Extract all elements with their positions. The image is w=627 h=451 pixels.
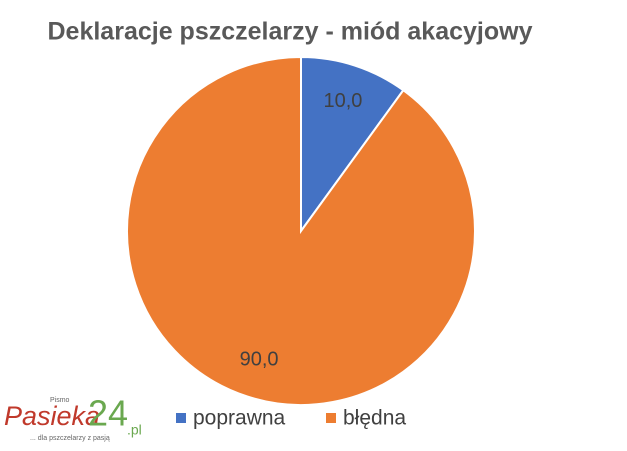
pie-slice bbox=[126, 55, 476, 406]
data-label: 90,0 bbox=[240, 348, 279, 370]
watermark-name: Pasieka bbox=[4, 401, 100, 431]
chart-title: Deklaracje pszczelarzy - miód akacyjowy bbox=[48, 18, 533, 46]
data-label: 10,0 bbox=[323, 90, 362, 112]
watermark-small: Pismo bbox=[50, 397, 70, 404]
watermark: Pismo Pasieka 24 .pl ... dla pszczelarzy… bbox=[4, 393, 142, 442]
legend-swatch bbox=[176, 413, 186, 423]
legend-swatch bbox=[326, 413, 336, 423]
legend-label: poprawna bbox=[193, 407, 286, 430]
pie-slice bbox=[300, 55, 405, 235]
watermark-tagline: ... dla pszczelarzy z pasją bbox=[30, 435, 110, 442]
legend-label: błędna bbox=[343, 407, 406, 430]
watermark-number: 24 bbox=[88, 393, 128, 434]
watermark-domain: .pl bbox=[127, 422, 142, 438]
